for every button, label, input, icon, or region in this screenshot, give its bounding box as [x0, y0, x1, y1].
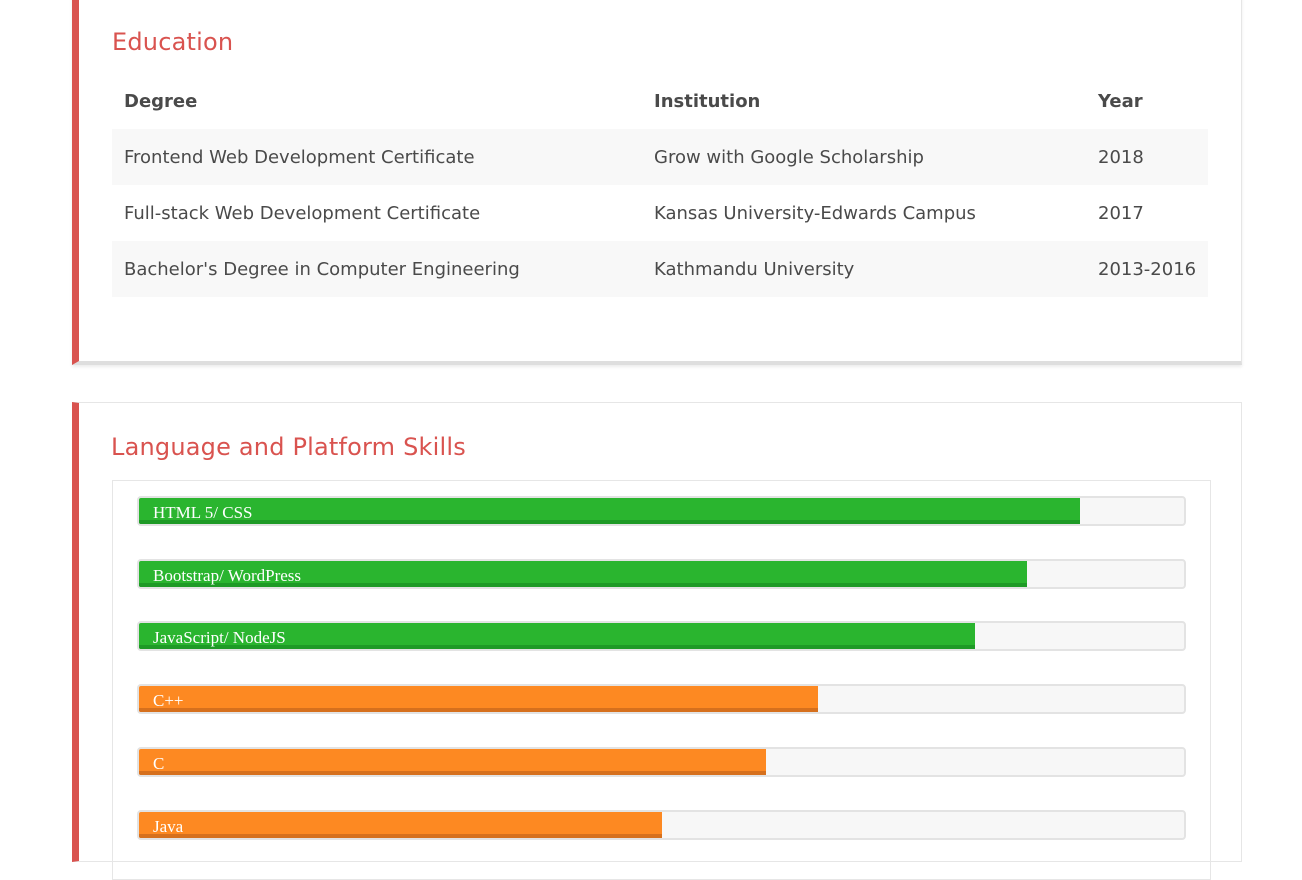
skill-label: C++: [153, 691, 184, 710]
skill-bar-fill: C++: [139, 686, 819, 712]
skill-bar: JavaScript/ NodeJS: [137, 621, 1186, 651]
table-row: Frontend Web Development Certificate Gro…: [112, 129, 1208, 185]
skill-bar: C: [137, 747, 1186, 777]
skill-bar-fill: Bootstrap/ WordPress: [139, 561, 1028, 587]
education-card: Education Degree Institution Year Fronte…: [72, 0, 1242, 365]
skill-bar: C++: [137, 684, 1186, 714]
skill-bar-fill: HTML 5/ CSS: [139, 498, 1080, 524]
year-cell: 2017: [1098, 202, 1144, 224]
skill-label: JavaScript/ NodeJS: [153, 628, 286, 647]
skill-label: HTML 5/ CSS: [153, 503, 253, 522]
institution-cell: Kansas University-Edwards Campus: [654, 202, 976, 224]
table-header-row: Degree Institution Year: [112, 73, 1208, 129]
institution-cell: Kathmandu University: [642, 241, 1086, 297]
skills-list: HTML 5/ CSS Bootstrap/ WordPress JavaScrip…: [112, 480, 1211, 880]
education-table: Degree Institution Year Frontend Web Dev…: [112, 73, 1208, 297]
table-row: Full-stack Web Development Certificate K…: [112, 185, 1208, 241]
skill-bar-fill: Java: [139, 812, 662, 838]
skill-bar: Bootstrap/ WordPress: [137, 559, 1186, 589]
skill-bar: Java: [137, 810, 1186, 840]
skills-card: Language and Platform Skills HTML 5/ CSS…: [72, 402, 1242, 880]
degree-header: Degree: [124, 90, 198, 112]
skill-bar-fill: JavaScript/ NodeJS: [139, 623, 975, 649]
degree-cell: Bachelor's Degree in Computer Engineerin…: [112, 241, 642, 297]
table-row: Bachelor's Degree in Computer Engineerin…: [112, 241, 1208, 297]
degree-cell: Full-stack Web Development Certificate: [124, 202, 481, 224]
year-cell: 2018: [1086, 129, 1208, 185]
skill-bar-fill: C: [139, 749, 766, 775]
skills-title: Language and Platform Skills: [111, 433, 466, 461]
year-header: Year: [1098, 90, 1143, 112]
year-cell: 2013-2016: [1086, 241, 1208, 297]
skill-bar: HTML 5/ CSS: [137, 496, 1186, 526]
skill-label: C: [153, 754, 165, 773]
institution-cell: Grow with Google Scholarship: [642, 129, 1086, 185]
education-title: Education: [112, 28, 234, 56]
skill-label: Bootstrap/ WordPress: [153, 566, 302, 585]
institution-header: Institution: [654, 90, 761, 112]
degree-cell: Frontend Web Development Certificate: [112, 129, 642, 185]
skill-label: Java: [153, 817, 184, 836]
